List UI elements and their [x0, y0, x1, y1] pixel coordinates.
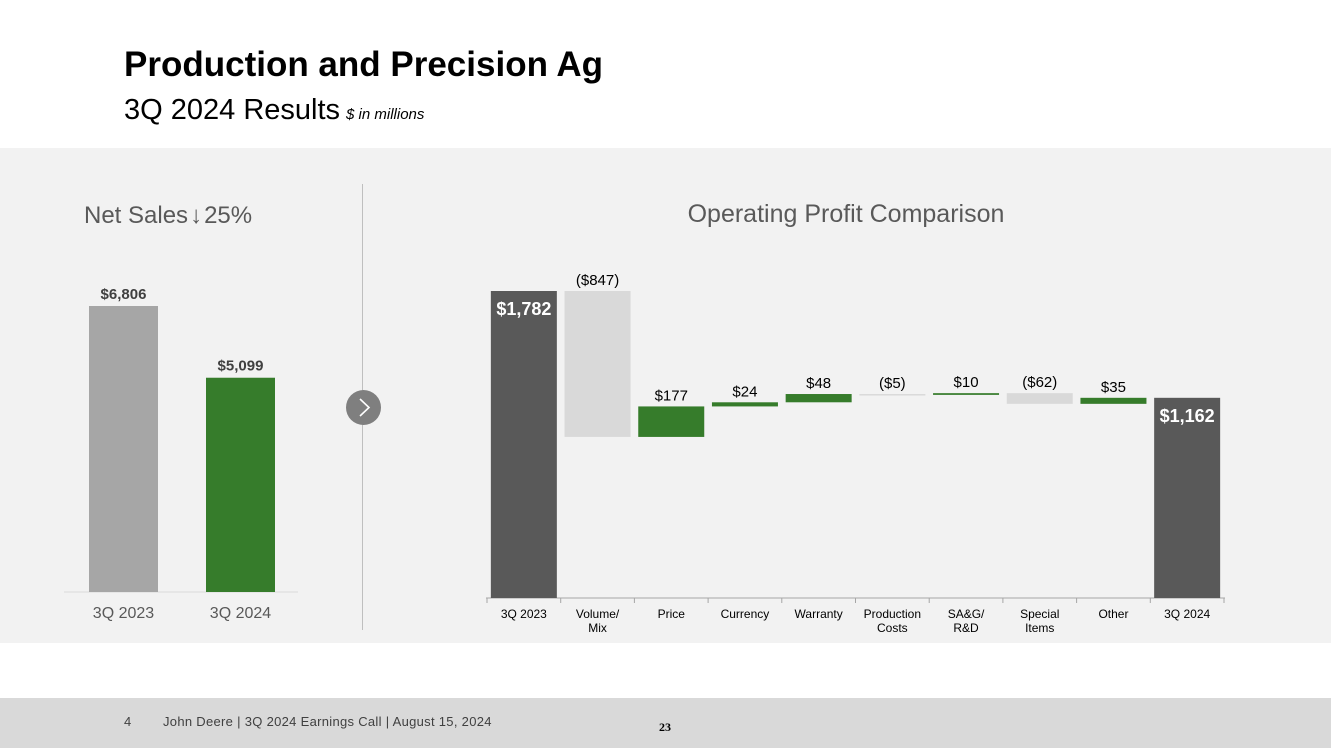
waterfall-value-label: ($62): [1022, 374, 1057, 391]
net-sales-category-label: 3Q 2024: [210, 605, 271, 622]
waterfall-category-label: Production Costs: [864, 607, 921, 635]
waterfall-category-label: Warranty: [795, 607, 843, 621]
net-sales-bar: [206, 377, 275, 592]
waterfall-total-label: $1,782: [496, 299, 551, 319]
waterfall-category-label: 3Q 2023: [501, 607, 547, 621]
net-sales-value-label: $6,806: [101, 286, 147, 303]
waterfall-category-label: Currency: [721, 607, 770, 621]
waterfall-category-label: SA&G/R&D: [948, 607, 985, 635]
down-arrow-icon: ↓: [190, 202, 203, 229]
waterfall-category-label: Other: [1098, 607, 1128, 621]
waterfall-bar: [933, 393, 1000, 395]
unit-note: $ in millions: [346, 106, 425, 123]
waterfall-category-label: Volume/Mix: [576, 607, 620, 635]
net-sales-category-label: 3Q 2023: [93, 605, 154, 622]
waterfall-value-label: $35: [1101, 379, 1126, 396]
waterfall-value-label: $48: [806, 375, 831, 392]
waterfall-value-label: $10: [954, 374, 979, 391]
waterfall-value-label: $24: [732, 383, 757, 400]
net-sales-title: Net Sales↓25%: [84, 202, 252, 230]
operating-profit-waterfall: $1,782 3Q 2023 ($847) Volume/Mix $177 Price $2…: [486, 272, 1225, 635]
waterfall-value-label: $177: [655, 387, 688, 404]
footer-text: John Deere | 3Q 2024 Earnings Call | Aug…: [163, 714, 492, 729]
waterfall-value-label: ($5): [879, 375, 906, 392]
waterfall-category-label: Price: [658, 607, 686, 621]
waterfall-bar: [785, 394, 852, 403]
waterfall-bar: [1154, 397, 1221, 598]
slide-number: 23: [659, 720, 671, 734]
waterfall-bar: [564, 291, 631, 437]
footer: 4 John Deere | 3Q 2024 Earnings Call | A…: [0, 698, 1331, 748]
waterfall-bar: [711, 402, 778, 407]
waterfall-bar: [1006, 393, 1073, 404]
net-sales-bar: [89, 306, 158, 592]
net-sales-label: Net Sales: [84, 202, 189, 229]
waterfall-category-label: Special Items: [1020, 607, 1059, 635]
net-sales-change: 25%: [204, 202, 253, 229]
page-subtitle: 3Q 2024 Results $ in millions: [124, 92, 424, 133]
subtitle-text: 3Q 2024 Results: [124, 94, 341, 126]
waterfall-bar: [1080, 397, 1147, 404]
waterfall-bar: [490, 291, 557, 598]
content-panel: $6,806 3Q 2023 $5,099 3Q 2024 Net Sales↓25%…: [0, 148, 1331, 643]
waterfall-value-label: ($847): [576, 272, 619, 289]
waterfall-bar: [859, 394, 926, 396]
waterfall-bar: [638, 406, 705, 437]
operating-profit-title: Operating Profit Comparison: [687, 200, 1005, 228]
waterfall-category-label: 3Q 2024: [1164, 607, 1210, 621]
waterfall-total-label: $1,162: [1160, 406, 1215, 426]
page-title: Production and Precision Ag: [124, 45, 604, 84]
net-sales-value-label: $5,099: [218, 358, 264, 375]
net-sales-chart: $6,806 3Q 2023 $5,099 3Q 2024: [64, 286, 298, 622]
footer-page-number: 4: [124, 714, 132, 729]
chevron-right-icon: [346, 390, 381, 425]
